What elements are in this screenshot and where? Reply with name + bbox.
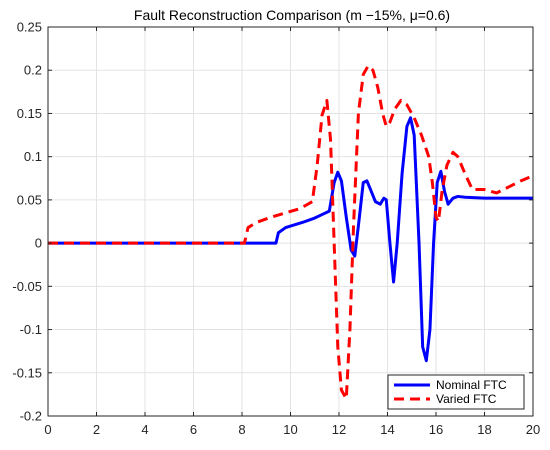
- y-tick-label: 0.2: [24, 63, 42, 78]
- axes: [47, 26, 534, 417]
- x-tick-label: 8: [238, 422, 245, 437]
- x-tick-label: 4: [141, 422, 148, 437]
- y-tick-label: -0.15: [12, 365, 42, 380]
- y-tick-label: -0.1: [20, 322, 42, 337]
- x-tick-label: 16: [429, 422, 443, 437]
- chart-title: Fault Reconstruction Comparison (m −15%,…: [134, 7, 450, 23]
- x-tick-label: 14: [380, 422, 394, 437]
- series-line-nominal-ftc: [48, 116, 533, 363]
- tick-labels: 0 2 4 6 8 10 12 14 16 18 20 -0.2 -0.15 -0.1 -0.05 0 0.05…: [12, 20, 540, 438]
- series-line-varied-ftc: [48, 64, 534, 401]
- y-tick-label: 0.15: [17, 106, 42, 121]
- x-tick-label: 6: [190, 422, 197, 437]
- y-tick-label: 0: [35, 236, 42, 251]
- y-tick-label: -0.2: [20, 409, 42, 424]
- legend-label: Varied FTC: [436, 392, 497, 406]
- y-tick-label: 0.1: [24, 149, 42, 164]
- y-tick-label: -0.05: [12, 279, 42, 294]
- x-tick-label: 18: [477, 422, 491, 437]
- legend-label: Nominal FTC: [436, 378, 507, 392]
- x-tick-label: 20: [526, 422, 540, 437]
- y-tick-label: 0.25: [17, 20, 42, 35]
- x-tick-label: 10: [283, 422, 297, 437]
- x-tick-label: 0: [44, 422, 51, 437]
- y-tick-label: 0.05: [17, 192, 42, 207]
- x-tick-label: 2: [93, 422, 100, 437]
- series-layer: [48, 64, 534, 401]
- legend-box: [387, 374, 525, 410]
- x-tick-label: 12: [332, 422, 346, 437]
